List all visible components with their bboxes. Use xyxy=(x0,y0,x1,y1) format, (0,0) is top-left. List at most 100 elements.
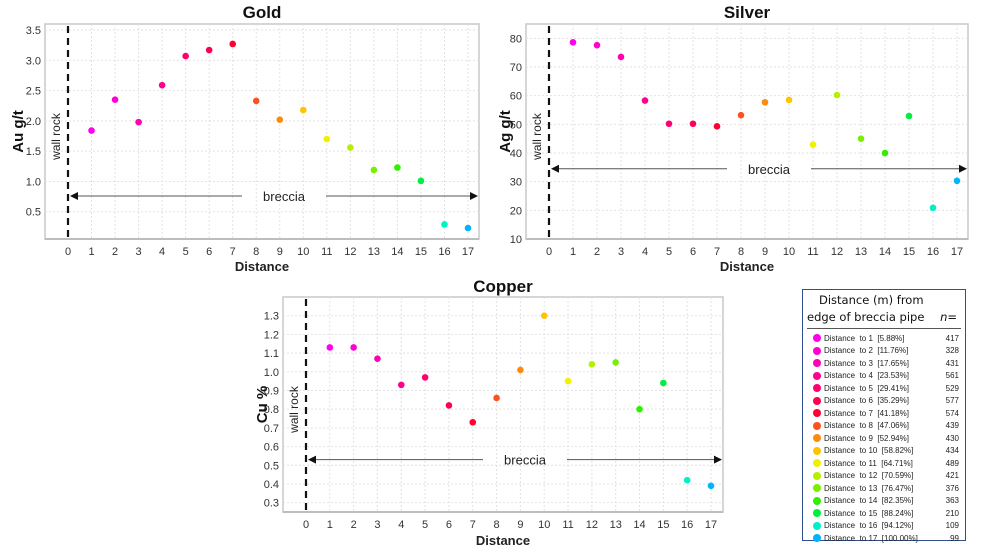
copper-x-tick-label: 14 xyxy=(633,519,645,531)
gold-data-point xyxy=(276,116,284,123)
copper-x-tick-label: 3 xyxy=(374,519,380,531)
legend-item: Distance to 17 [100.00%] 99 xyxy=(813,532,959,545)
copper-y-tick-label: 0.5 xyxy=(264,460,279,472)
silver-data-point xyxy=(713,123,721,130)
gold-data-point xyxy=(441,221,448,228)
legend-item-count: 210 xyxy=(945,508,959,518)
legend-item-count: 109 xyxy=(945,521,959,531)
copper-data-point xyxy=(612,359,620,366)
gold-chart-title: Gold xyxy=(243,3,282,22)
gold-x-tick-label: 7 xyxy=(230,246,236,258)
gold-plot-area xyxy=(44,23,480,240)
legend-item-label: Distance to 1 [5.88%] xyxy=(824,333,905,343)
legend-item-label: Distance to 3 [17.65%] xyxy=(824,358,909,368)
legend-item-count: 430 xyxy=(945,433,959,443)
legend-item-count: 431 xyxy=(945,358,959,368)
copper-chart-title: Copper xyxy=(473,277,533,296)
legend-item: Distance to 9 [52.94%] 430 xyxy=(813,432,959,445)
silver-data-point xyxy=(641,97,649,104)
legend-item: Distance to 12 [70.59%] 421 xyxy=(813,470,959,483)
legend-item-count: 434 xyxy=(945,446,959,456)
silver-breccia-label: breccia xyxy=(748,162,791,177)
copper-y-tick-label: 1.0 xyxy=(264,367,279,379)
silver-x-tick-label: 11 xyxy=(807,246,818,258)
silver-plot-area xyxy=(525,23,969,240)
silver-x-tick-label: 14 xyxy=(879,246,891,258)
copper-data-point xyxy=(350,344,357,351)
gold-data-point xyxy=(88,127,95,134)
legend-marker-icon xyxy=(813,384,821,393)
copper-data-point xyxy=(588,361,596,368)
legend-item-label: Distance to 8 [47.06%] xyxy=(824,421,909,431)
silver-x-tick-label: 5 xyxy=(666,246,672,258)
copper-data-point xyxy=(540,312,548,319)
silver-data-point xyxy=(929,204,937,212)
copper-y-tick-label: 0.7 xyxy=(264,423,279,435)
silver-wall-rock-label: wall rock xyxy=(530,112,544,161)
gold-x-tick-label: 13 xyxy=(368,246,380,258)
silver-data-point xyxy=(593,41,601,49)
copper-data-point xyxy=(517,366,524,374)
legend-item-label: Distance to 10 [58.82%] xyxy=(824,446,914,456)
legend-item-count: 99 xyxy=(950,533,959,543)
silver-x-tick-label: 16 xyxy=(927,246,939,258)
gold-data-point xyxy=(323,135,331,143)
silver-data-point xyxy=(857,135,865,142)
silver-y-tick-label: 50 xyxy=(510,119,522,131)
gold-data-point xyxy=(370,166,378,174)
copper-x-tick-label: 0 xyxy=(303,519,309,531)
gold-data-point xyxy=(299,106,307,114)
legend-marker-icon xyxy=(813,459,821,468)
copper-x-tick-label: 1 xyxy=(327,519,333,531)
legend-item: Distance to 5 [29.41%] 529 xyxy=(813,382,959,395)
legend-item-count: 577 xyxy=(945,396,959,406)
copper-x-tick-label: 2 xyxy=(351,519,357,531)
gold-x-tick-label: 17 xyxy=(462,246,474,258)
gold-x-tick-label: 0 xyxy=(65,246,71,258)
legend-item-count: 328 xyxy=(945,346,959,356)
copper-data-point xyxy=(493,394,500,402)
legend-item-label: Distance to 16 [94.12%] xyxy=(824,521,914,531)
silver-y-tick-label: 60 xyxy=(510,91,522,103)
gold-data-point xyxy=(347,144,354,151)
legend-item: Distance to 10 [58.82%] 434 xyxy=(813,445,959,458)
legend-item-label: Distance to 14 [82.35%] xyxy=(824,496,914,506)
legend-divider xyxy=(807,328,961,329)
silver-y-tick-label: 10 xyxy=(510,234,522,246)
copper-x-tick-label: 7 xyxy=(470,519,476,531)
silver-data-point xyxy=(881,149,889,157)
silver-data-point xyxy=(833,91,841,99)
legend-marker-icon xyxy=(813,409,821,418)
legend-header-line1: Distance (m) from xyxy=(819,293,924,307)
legend-item-label: Distance to 5 [29.41%] xyxy=(824,383,909,393)
silver-x-tick-label: 6 xyxy=(690,246,696,258)
legend-item: Distance to 6 [35.29%] 577 xyxy=(813,395,959,408)
copper-data-point xyxy=(445,402,453,409)
silver-x-tick-label: 12 xyxy=(831,246,843,258)
legend-header-line2: edge of breccia pipe xyxy=(807,310,925,324)
gold-x-tick-label: 15 xyxy=(415,246,427,258)
copper-data-point xyxy=(374,355,381,362)
copper-x-tick-label: 6 xyxy=(446,519,452,531)
copper-y-tick-label: 1.1 xyxy=(264,348,279,360)
gold-x-tick-label: 5 xyxy=(183,246,189,258)
silver-data-point xyxy=(665,120,673,128)
gold-data-point xyxy=(394,164,401,171)
copper-data-point xyxy=(636,405,643,413)
legend-item: Distance to 15 [88.24%] 210 xyxy=(813,507,959,520)
legend-item-label: Distance to 6 [35.29%] xyxy=(824,396,909,406)
legend-marker-icon xyxy=(813,371,821,380)
gold-data-point xyxy=(158,81,166,89)
legend-item-label: Distance to 7 [41.18%] xyxy=(824,408,909,418)
silver-data-point xyxy=(689,120,697,128)
legend-item-count: 421 xyxy=(945,471,959,481)
silver-chart-title: Silver xyxy=(724,3,771,22)
copper-y-tick-label: 0.8 xyxy=(264,404,279,416)
legend-items: Distance to 1 [5.88%] 417 Distance to 2 [1… xyxy=(813,332,959,545)
silver-x-tick-label: 15 xyxy=(903,246,915,258)
legend-marker-icon xyxy=(813,421,821,430)
legend-marker-icon xyxy=(813,521,821,530)
silver-x-tick-label: 10 xyxy=(783,246,795,258)
legend-item: Distance to 8 [47.06%] 439 xyxy=(813,420,959,433)
legend-item-count: 561 xyxy=(945,371,959,381)
